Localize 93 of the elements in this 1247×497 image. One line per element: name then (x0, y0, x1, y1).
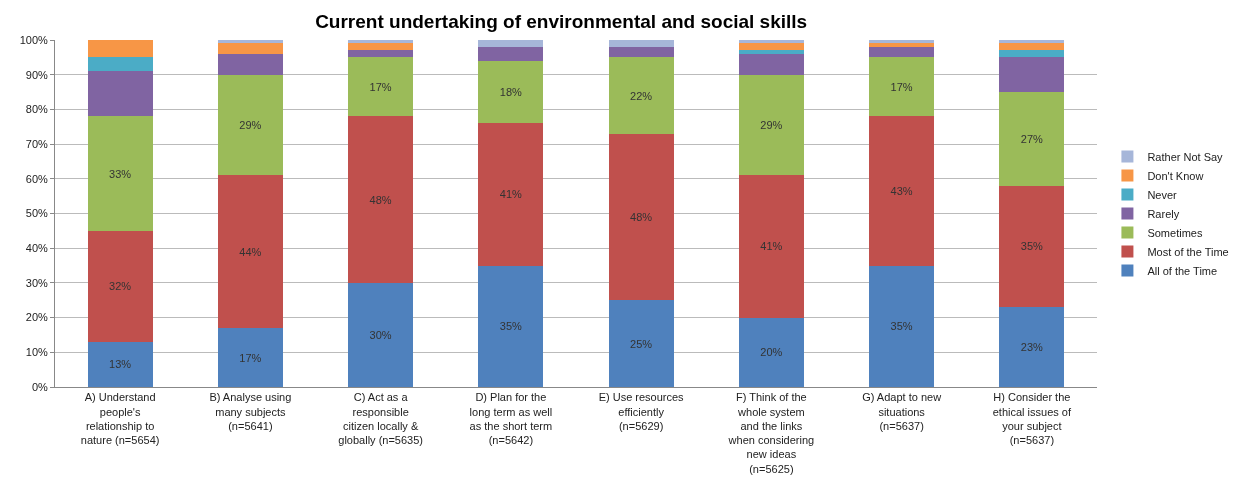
bar (87, 230, 153, 342)
y-tick-label: 10% (25, 346, 48, 359)
bar (87, 71, 153, 117)
y-tick-label: 80% (25, 103, 48, 116)
y-tick-label: 100% (19, 33, 49, 46)
legend-label: All of the Time (1147, 264, 1218, 277)
data-label: 30% (369, 328, 392, 341)
data-label: 41% (760, 240, 783, 253)
bar (999, 43, 1065, 51)
bar (348, 282, 414, 387)
data-label: 33% (109, 167, 132, 180)
bar (738, 317, 804, 387)
bar (217, 175, 283, 329)
y-tick-label: 20% (25, 311, 48, 324)
bar (999, 50, 1065, 58)
legend-label: Don't Know (1147, 169, 1204, 182)
data-label: 25% (630, 337, 653, 350)
data-label: 17% (239, 351, 262, 364)
data-label: 18% (499, 86, 522, 99)
data-label: 27% (1020, 132, 1043, 145)
bar (87, 40, 153, 58)
bar (348, 116, 414, 283)
bar (608, 133, 674, 301)
bar (478, 40, 544, 47)
data-label: 20% (760, 346, 783, 359)
y-tick-label: 0% (31, 380, 49, 393)
data-label: 41% (499, 188, 522, 201)
data-label: 35% (1020, 240, 1043, 253)
bar (869, 265, 935, 387)
data-label: 43% (890, 184, 913, 197)
bar (87, 57, 153, 72)
bar (608, 57, 674, 134)
bar (738, 74, 804, 176)
data-label: 17% (890, 80, 913, 93)
bar (869, 57, 935, 117)
legend-label: Rarely (1147, 207, 1180, 220)
bar (348, 50, 414, 58)
bar (478, 60, 544, 124)
x-tick-label: B) Analyse using many subjects (n=5641) (209, 391, 292, 432)
bar (217, 74, 283, 176)
x-tick-label: A) Understand people's relationship to nature (n=5654) (80, 391, 160, 447)
data-label: 29% (760, 119, 783, 132)
data-label: 44% (239, 245, 262, 258)
bar (217, 328, 283, 387)
x-tick-label: E) Use resources efficiently (n=5629) (598, 391, 685, 432)
bar (608, 300, 674, 387)
bar (738, 50, 804, 54)
data-label: 48% (369, 193, 392, 206)
legend-label: Most of the Time (1147, 245, 1229, 258)
legend-label: Rather Not Say (1147, 150, 1224, 163)
x-tick-label: F) Think of the whole system and the links when considering new ideas (n=5625) (727, 391, 815, 475)
legend-label: Never (1147, 188, 1178, 201)
bar (348, 57, 414, 117)
bar (608, 40, 674, 47)
data-label: 35% (499, 320, 522, 333)
bar (478, 46, 544, 61)
data-label: 32% (109, 280, 132, 293)
data-label: 17% (369, 80, 392, 93)
y-tick-label: 90% (25, 68, 48, 81)
data-label: 48% (630, 210, 653, 223)
y-tick-label: 40% (25, 242, 48, 255)
x-tick-label: H) Consider the ethical issues of your subject (n=5637) (992, 391, 1072, 447)
bar (738, 53, 804, 75)
bar (478, 123, 544, 266)
bar (869, 46, 935, 58)
x-tick-label: C) Act as a responsible citizen locally & globally (n=5635) (338, 391, 423, 447)
data-label: 29% (239, 119, 262, 132)
bar (87, 341, 153, 387)
bar (348, 43, 414, 51)
bar (478, 265, 544, 387)
y-tick-label: 30% (25, 276, 48, 289)
bar (217, 43, 283, 54)
bar (87, 116, 153, 231)
bar (999, 57, 1065, 93)
bar (869, 116, 935, 266)
data-label: 13% (109, 358, 132, 371)
x-tick-label: D) Plan for the long term as well as the short term (n=5642) (469, 391, 553, 447)
data-label: 23% (1020, 341, 1043, 354)
bar (999, 307, 1065, 387)
bar (608, 46, 674, 58)
data-label: 35% (890, 320, 913, 333)
bar (999, 92, 1065, 186)
y-tick-label: 50% (25, 207, 48, 220)
bar (217, 53, 283, 75)
bar (738, 43, 804, 51)
bar (999, 185, 1065, 308)
y-tick-label: 70% (25, 137, 48, 150)
bar (738, 175, 804, 318)
data-label: 22% (630, 89, 653, 102)
chart-title: Current undertaking of environmental and social skills (315, 11, 808, 33)
y-tick-label: 60% (25, 172, 48, 185)
x-tick-label: G) Adapt to new situations (n=5637) (862, 391, 942, 432)
legend-label: Sometimes (1147, 226, 1203, 239)
